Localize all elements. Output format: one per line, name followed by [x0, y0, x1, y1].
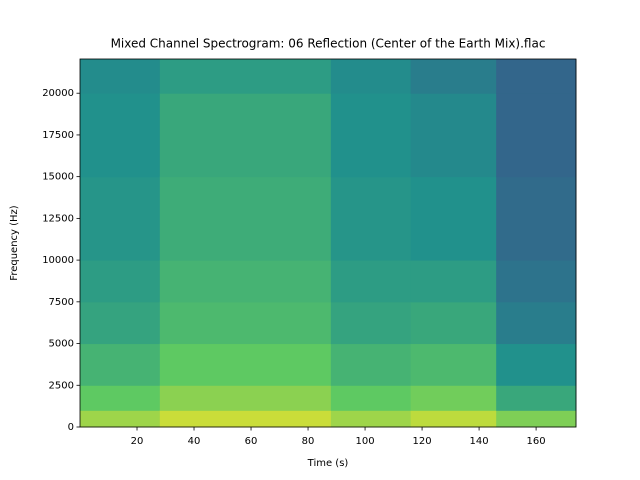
y-tick-label: 5000 — [49, 339, 74, 350]
spectrogram-cell — [80, 301, 161, 345]
spectrogram-cell — [159, 260, 332, 303]
spectrogram-cell — [330, 343, 412, 386]
spectrogram-cell — [159, 343, 332, 386]
spectrogram-cell — [410, 93, 497, 178]
spectrogram-cell — [80, 260, 161, 303]
spectrogram-cell — [410, 410, 497, 428]
y-tick-label: 7500 — [49, 297, 74, 308]
spectrogram-cell — [80, 93, 161, 178]
spectrogram-cell — [496, 59, 577, 94]
spectrogram-cell — [159, 59, 332, 94]
spectrogram-cell — [159, 93, 332, 178]
spectrogram-cell — [159, 301, 332, 345]
spectrogram-cell — [496, 93, 577, 178]
chart-title: Mixed Channel Spectrogram: 06 Reflection… — [111, 37, 546, 51]
spectrogram-cell — [80, 385, 161, 411]
x-tick-label: 100 — [356, 436, 375, 447]
spectrogram-cell — [159, 176, 332, 261]
spectrogram-cell — [496, 301, 577, 345]
spectrogram-cell — [80, 410, 161, 428]
y-tick-label: 2500 — [49, 380, 74, 391]
spectrogram-cell — [330, 260, 412, 303]
spectrogram-cell — [330, 385, 412, 411]
spectrogram-cell — [330, 59, 412, 94]
y-tick-label: 20000 — [42, 88, 74, 99]
spectrogram-cell — [496, 385, 577, 411]
y-tick-label: 0 — [68, 422, 74, 433]
x-axis-label: Time (s) — [307, 458, 349, 469]
plot-frame — [79, 58, 577, 428]
y-tick-label: 15000 — [42, 172, 74, 183]
spectrogram-cell — [80, 343, 161, 386]
spectrogram-cell — [410, 176, 497, 261]
x-tick-label: 40 — [188, 436, 201, 447]
spectrogram-cell — [330, 301, 412, 345]
spectrogram-cell — [496, 260, 577, 303]
spectrogram-cell — [496, 410, 577, 428]
y-tick-label: 10000 — [42, 255, 74, 266]
x-tick-label: 120 — [413, 436, 432, 447]
spectrogram-cell — [410, 385, 497, 411]
x-tick-label: 20 — [131, 436, 144, 447]
spectrogram-cell — [496, 176, 577, 261]
spectrogram-cell — [330, 93, 412, 178]
x-tick-label: 140 — [470, 436, 489, 447]
spectrogram-cell — [410, 59, 497, 94]
spectrogram-cell — [330, 176, 412, 261]
y-tick-label: 12500 — [42, 213, 74, 224]
spectrogram-cell — [410, 301, 497, 345]
x-tick-label: 160 — [527, 436, 546, 447]
spectrogram-cell — [159, 410, 332, 428]
y-axis-label: Frequency (Hz) — [9, 205, 20, 281]
spectrogram-cell — [159, 385, 332, 411]
spectrogram-cell — [80, 176, 161, 261]
x-tick-label: 80 — [302, 436, 315, 447]
x-tick-label: 60 — [245, 436, 258, 447]
spectrogram-cell — [330, 410, 412, 428]
spectrogram-cell — [496, 343, 577, 386]
y-tick-label: 17500 — [42, 130, 74, 141]
spectrogram-cell — [80, 59, 161, 94]
spectrogram-cell — [410, 260, 497, 303]
spectrogram-cell — [410, 343, 497, 386]
